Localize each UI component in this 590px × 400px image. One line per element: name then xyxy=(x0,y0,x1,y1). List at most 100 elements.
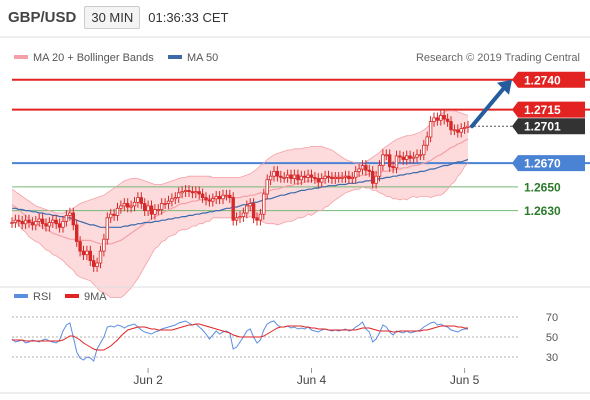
candle-body xyxy=(61,220,65,228)
candle-body xyxy=(411,156,416,159)
candle-body xyxy=(81,250,86,256)
bb-upper-line xyxy=(11,110,469,214)
candle-body xyxy=(149,205,154,215)
candle-body xyxy=(381,154,385,166)
candle-body xyxy=(319,178,324,183)
candle-body xyxy=(265,179,269,195)
candle-body xyxy=(302,175,307,178)
level-label-bg-3 xyxy=(512,155,585,172)
candle-body xyxy=(10,222,14,224)
candle-body xyxy=(139,197,143,204)
candle-body xyxy=(353,170,358,178)
candle-body xyxy=(432,117,436,122)
candle-body xyxy=(166,200,171,204)
level-label-bg-0 xyxy=(512,71,585,88)
candles xyxy=(10,110,470,272)
candle-body xyxy=(54,219,58,225)
candle-body xyxy=(231,197,235,221)
candle-body xyxy=(214,195,218,200)
candle-body xyxy=(88,250,92,262)
candle-body xyxy=(176,192,181,199)
candle-body xyxy=(374,175,378,184)
timeframe-selector[interactable]: 30 MIN xyxy=(84,6,141,29)
candle-body xyxy=(428,121,433,138)
candle-body xyxy=(98,250,103,264)
candle-body xyxy=(78,241,82,252)
candle-body xyxy=(422,144,426,156)
candle-body xyxy=(384,154,388,157)
candle-body xyxy=(173,197,177,200)
candle-body xyxy=(347,175,351,179)
candle-body xyxy=(387,154,392,168)
candle-body xyxy=(200,193,205,198)
rsi-line xyxy=(11,320,468,362)
candle-body xyxy=(234,217,239,221)
legend-ma9: 9MA xyxy=(84,291,107,303)
candle-body xyxy=(112,213,116,216)
candle-body xyxy=(299,175,303,181)
rsi-tick-label-1: 50 xyxy=(546,332,558,344)
candle-body xyxy=(224,194,229,197)
candle-body xyxy=(68,212,72,216)
candle-body xyxy=(132,201,137,207)
legend-ma20-bb: MA 20 + Bollinger Bands xyxy=(33,52,154,64)
candle-body xyxy=(245,205,249,214)
candle-body xyxy=(190,191,195,194)
level-label-3: 1.2670 xyxy=(524,157,561,171)
candle-body xyxy=(296,174,300,181)
candle-body xyxy=(44,223,48,227)
candle-body xyxy=(238,216,242,219)
candle-body xyxy=(30,222,35,226)
candle-body xyxy=(279,175,283,178)
candle-body xyxy=(207,199,212,202)
candle-body xyxy=(153,209,157,215)
candle-body xyxy=(156,209,160,211)
candle-body xyxy=(92,260,96,267)
candle-body xyxy=(142,203,147,211)
candle-body xyxy=(367,169,371,172)
candle-body xyxy=(340,176,344,179)
candle-body xyxy=(357,168,361,172)
candle-body xyxy=(217,195,222,200)
candle-body xyxy=(466,125,470,128)
candle-body xyxy=(350,176,354,179)
legend-ma50: MA 50 xyxy=(187,52,218,64)
candle-body xyxy=(326,175,331,178)
x-tick-label-0: Jun 2 xyxy=(133,373,163,387)
candle-body xyxy=(408,155,412,159)
chart-header: GBP/USD 30 MIN 01:36:33 CET xyxy=(8,6,228,29)
ma50-line xyxy=(12,158,469,228)
level-label-1: 1.2715 xyxy=(524,103,561,117)
candle-body xyxy=(170,198,174,202)
candle-body xyxy=(47,222,52,227)
candle-body xyxy=(292,174,297,179)
candle-body xyxy=(248,203,252,207)
candle-body xyxy=(129,205,133,208)
level-label-bg-2 xyxy=(512,118,585,135)
candle-body xyxy=(462,127,467,130)
candle-body xyxy=(105,217,109,240)
rsi-tick-label-0: 70 xyxy=(546,312,558,324)
candle-body xyxy=(122,203,126,207)
candle-body xyxy=(343,175,348,178)
candle-body xyxy=(272,170,276,177)
candle-body xyxy=(394,155,399,169)
candle-body xyxy=(316,178,320,183)
level-label-4: 1.2650 xyxy=(524,180,561,194)
candle-body xyxy=(268,175,273,181)
candle-body xyxy=(401,156,405,160)
candle-body xyxy=(40,218,45,225)
candle-body xyxy=(306,174,310,178)
candle-body xyxy=(102,238,106,252)
time-label: 01:36:33 CET xyxy=(148,10,229,25)
candle-body xyxy=(255,217,259,221)
candle-body xyxy=(330,176,334,179)
candle-body xyxy=(211,198,215,202)
candle-body xyxy=(370,170,375,184)
legend-rsi: RSI xyxy=(33,291,51,303)
level-label-5: 1.2630 xyxy=(524,204,561,218)
candle-body xyxy=(391,166,395,169)
level-label-bg-1 xyxy=(512,101,585,118)
